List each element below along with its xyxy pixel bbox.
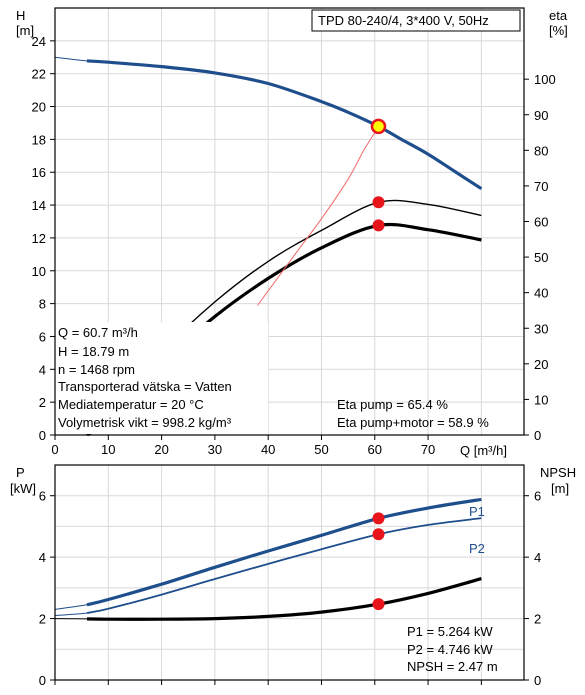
h-tick-label: 4 bbox=[39, 362, 46, 377]
h-tick-label: 12 bbox=[32, 231, 46, 246]
x-tick-label: 10 bbox=[101, 442, 115, 457]
eta-duty-line bbox=[257, 126, 379, 306]
top-plot-frame bbox=[54, 7, 525, 436]
x-tick-label: 0 bbox=[51, 442, 58, 457]
info-npsh: NPSH = 2.47 m bbox=[407, 659, 498, 674]
info-eta-motor: Eta pump+motor = 58.9 % bbox=[337, 415, 489, 430]
p1-curve bbox=[86, 497, 482, 607]
p2-curve bbox=[86, 517, 482, 614]
info-n: n = 1468 rpm bbox=[58, 362, 135, 377]
bottom-curves bbox=[54, 497, 482, 621]
p-axis-unit: [kW] bbox=[10, 481, 36, 496]
npsh-curve bbox=[86, 577, 482, 621]
eta-tick-label: 70 bbox=[534, 179, 548, 194]
x-tick-label: 50 bbox=[314, 442, 328, 457]
p1-marker bbox=[372, 512, 385, 525]
npsh-tick-label: 6 bbox=[534, 489, 541, 504]
eta-tick-label: 20 bbox=[534, 357, 548, 372]
info-panel bbox=[56, 322, 268, 434]
info-left-text: Q = 60.7 m³/h H = 18.79 m n = 1468 rpm T… bbox=[58, 325, 232, 430]
eta-tick-label: 80 bbox=[534, 143, 548, 158]
npsh-tick-label: 0 bbox=[534, 673, 541, 688]
h-tick-label: 2 bbox=[39, 395, 46, 410]
x-tick-label: 70 bbox=[421, 442, 435, 457]
eta-tick-label: 10 bbox=[534, 392, 548, 407]
x-tick-label: 40 bbox=[261, 442, 275, 457]
info-h: H = 18.79 m bbox=[58, 344, 129, 359]
h-tick-label: 0 bbox=[39, 428, 46, 443]
eta-axis-label: eta bbox=[549, 8, 568, 23]
npsh-axis-label: NPSH bbox=[540, 465, 576, 480]
h-tick-label: 8 bbox=[39, 297, 46, 312]
eta-tick-label: 0 bbox=[534, 428, 541, 443]
eta-motor-marker bbox=[372, 219, 385, 232]
eta-tick-label: 40 bbox=[534, 286, 548, 301]
info-fluid: Transporterad vätska = Vatten bbox=[58, 379, 232, 394]
h-axis-unit: [m] bbox=[16, 23, 34, 38]
info-p2: P2 = 4.746 kW bbox=[407, 642, 493, 657]
npsh-tick-label: 2 bbox=[534, 612, 541, 627]
h-tick-label: 20 bbox=[32, 100, 46, 115]
info-bottom-text: P1 = 5.264 kW P2 = 4.746 kW NPSH = 2.47 … bbox=[407, 624, 498, 674]
x-tick-label: 60 bbox=[368, 442, 382, 457]
npsh-marker bbox=[372, 598, 385, 611]
p-tick-label: 0 bbox=[39, 673, 46, 688]
tick-labels: 0 10 20 30 40 50 60 700246810121416182022240102… bbox=[32, 34, 556, 688]
h-tick-label: 18 bbox=[32, 132, 46, 147]
p-tick-label: 4 bbox=[39, 550, 46, 565]
title-box bbox=[311, 9, 521, 32]
h-axis-label: H bbox=[16, 8, 25, 23]
p-tick-label: 2 bbox=[39, 612, 46, 627]
info-eta-pump: Eta pump = 65.4 % bbox=[337, 397, 448, 412]
h-tick-label: 16 bbox=[32, 165, 46, 180]
npsh-tick-label: 4 bbox=[534, 550, 541, 565]
duty-point-h-marker bbox=[370, 118, 387, 135]
eta-pump-marker bbox=[372, 196, 385, 209]
npsh-axis-unit: [m] bbox=[551, 481, 569, 496]
h-tick-label: 10 bbox=[32, 264, 46, 279]
eta-tick-label: 30 bbox=[534, 321, 548, 336]
h-curve bbox=[86, 59, 483, 191]
h-tick-label: 22 bbox=[32, 67, 46, 82]
x-tick-label: 30 bbox=[208, 442, 222, 457]
h-tick-label: 14 bbox=[32, 198, 46, 213]
eta-tick-label: 100 bbox=[534, 72, 556, 87]
p2-series-label: P2 bbox=[469, 541, 485, 556]
info-right-text: Eta pump = 65.4 % Eta pump+motor = 58.9 … bbox=[337, 397, 489, 430]
chart-title: TPD 80-240/4, 3*400 V, 50Hz bbox=[318, 13, 489, 28]
eta-tick-label: 50 bbox=[534, 250, 548, 265]
info-temperature: Mediatemperatur = 20 °C bbox=[58, 397, 204, 412]
info-density: Volymetrisk vikt = 998.2 kg/m³ bbox=[58, 415, 232, 430]
p1-series-label: P1 bbox=[469, 504, 485, 519]
info-p1: P1 = 5.264 kW bbox=[407, 624, 493, 639]
eta-tick-label: 90 bbox=[534, 108, 548, 123]
x-tick-label: 20 bbox=[154, 442, 168, 457]
info-q: Q = 60.7 m³/h bbox=[58, 325, 138, 340]
eta-tick-label: 60 bbox=[534, 215, 548, 230]
h-tick-label: 24 bbox=[32, 34, 46, 49]
duty-point-markers bbox=[370, 118, 387, 611]
p-axis-label: P bbox=[16, 465, 25, 480]
bottom-plot-frame bbox=[54, 464, 525, 681]
h-tick-label: 6 bbox=[39, 329, 46, 344]
p2-marker bbox=[372, 528, 385, 541]
p-tick-label: 6 bbox=[39, 489, 46, 504]
eta-axis-unit: [%] bbox=[549, 23, 568, 38]
q-axis-label: Q [m³/h] bbox=[460, 443, 507, 458]
